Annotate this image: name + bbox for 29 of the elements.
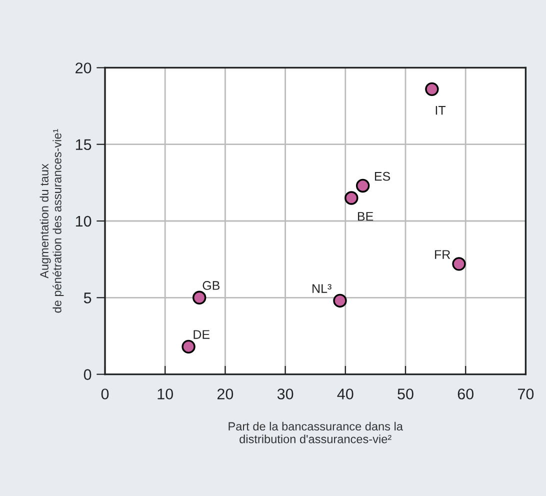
y-axis-title: Augmentation du taux de pénétration des assurances-vie¹: [40, 129, 64, 313]
point: [425, 82, 439, 96]
x-tick-label: 20: [217, 388, 234, 400]
point: [192, 290, 206, 304]
x-tick-label: 30: [277, 388, 294, 400]
annotation: IT: [436, 106, 446, 115]
y-tick-label: 5: [84, 292, 92, 304]
x-tick-label: 0: [101, 388, 109, 400]
x-tick-label: 40: [337, 388, 354, 400]
y-tick-label: 0: [84, 369, 92, 380]
annotation: FR: [435, 250, 450, 259]
point: [344, 191, 358, 205]
point: [182, 340, 196, 354]
annotation: GB: [202, 281, 220, 290]
point: [452, 257, 466, 271]
annotation: DE: [194, 330, 210, 339]
y-tick-label: 10: [76, 216, 92, 227]
y-tick-label: 20: [76, 62, 92, 74]
annotation: ES: [374, 172, 390, 181]
x-tick-label: 10: [158, 388, 173, 400]
x-axis-title: Part de la bancassurance dans la distribution d'assurances-vie²: [228, 422, 403, 444]
point: [356, 178, 370, 193]
x-tick-label: 70: [518, 388, 534, 400]
y-tick-label: 15: [76, 139, 92, 150]
annotation: BE: [358, 212, 374, 221]
annotation: NL³: [312, 284, 332, 293]
x-tick-label: 60: [458, 388, 474, 400]
x-tick-label: 50: [398, 388, 414, 400]
point: [333, 294, 347, 308]
